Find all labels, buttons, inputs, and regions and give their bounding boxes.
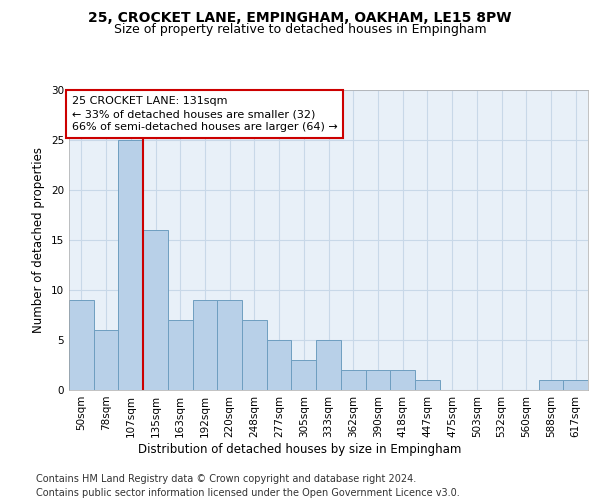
Text: Size of property relative to detached houses in Empingham: Size of property relative to detached ho… bbox=[113, 22, 487, 36]
Bar bbox=[217, 300, 242, 390]
Bar bbox=[193, 300, 217, 390]
Bar bbox=[143, 230, 168, 390]
Bar bbox=[365, 370, 390, 390]
Bar bbox=[168, 320, 193, 390]
Bar bbox=[316, 340, 341, 390]
Bar bbox=[415, 380, 440, 390]
Bar bbox=[292, 360, 316, 390]
Bar bbox=[242, 320, 267, 390]
Text: 25 CROCKET LANE: 131sqm
← 33% of detached houses are smaller (32)
66% of semi-de: 25 CROCKET LANE: 131sqm ← 33% of detache… bbox=[71, 96, 337, 132]
Bar bbox=[390, 370, 415, 390]
Bar bbox=[267, 340, 292, 390]
Bar bbox=[94, 330, 118, 390]
Bar bbox=[118, 140, 143, 390]
Bar bbox=[539, 380, 563, 390]
Text: Contains HM Land Registry data © Crown copyright and database right 2024.
Contai: Contains HM Land Registry data © Crown c… bbox=[36, 474, 460, 498]
Y-axis label: Number of detached properties: Number of detached properties bbox=[32, 147, 46, 333]
Text: 25, CROCKET LANE, EMPINGHAM, OAKHAM, LE15 8PW: 25, CROCKET LANE, EMPINGHAM, OAKHAM, LE1… bbox=[88, 11, 512, 25]
Bar bbox=[69, 300, 94, 390]
Text: Distribution of detached houses by size in Empingham: Distribution of detached houses by size … bbox=[139, 442, 461, 456]
Bar bbox=[341, 370, 365, 390]
Bar bbox=[563, 380, 588, 390]
